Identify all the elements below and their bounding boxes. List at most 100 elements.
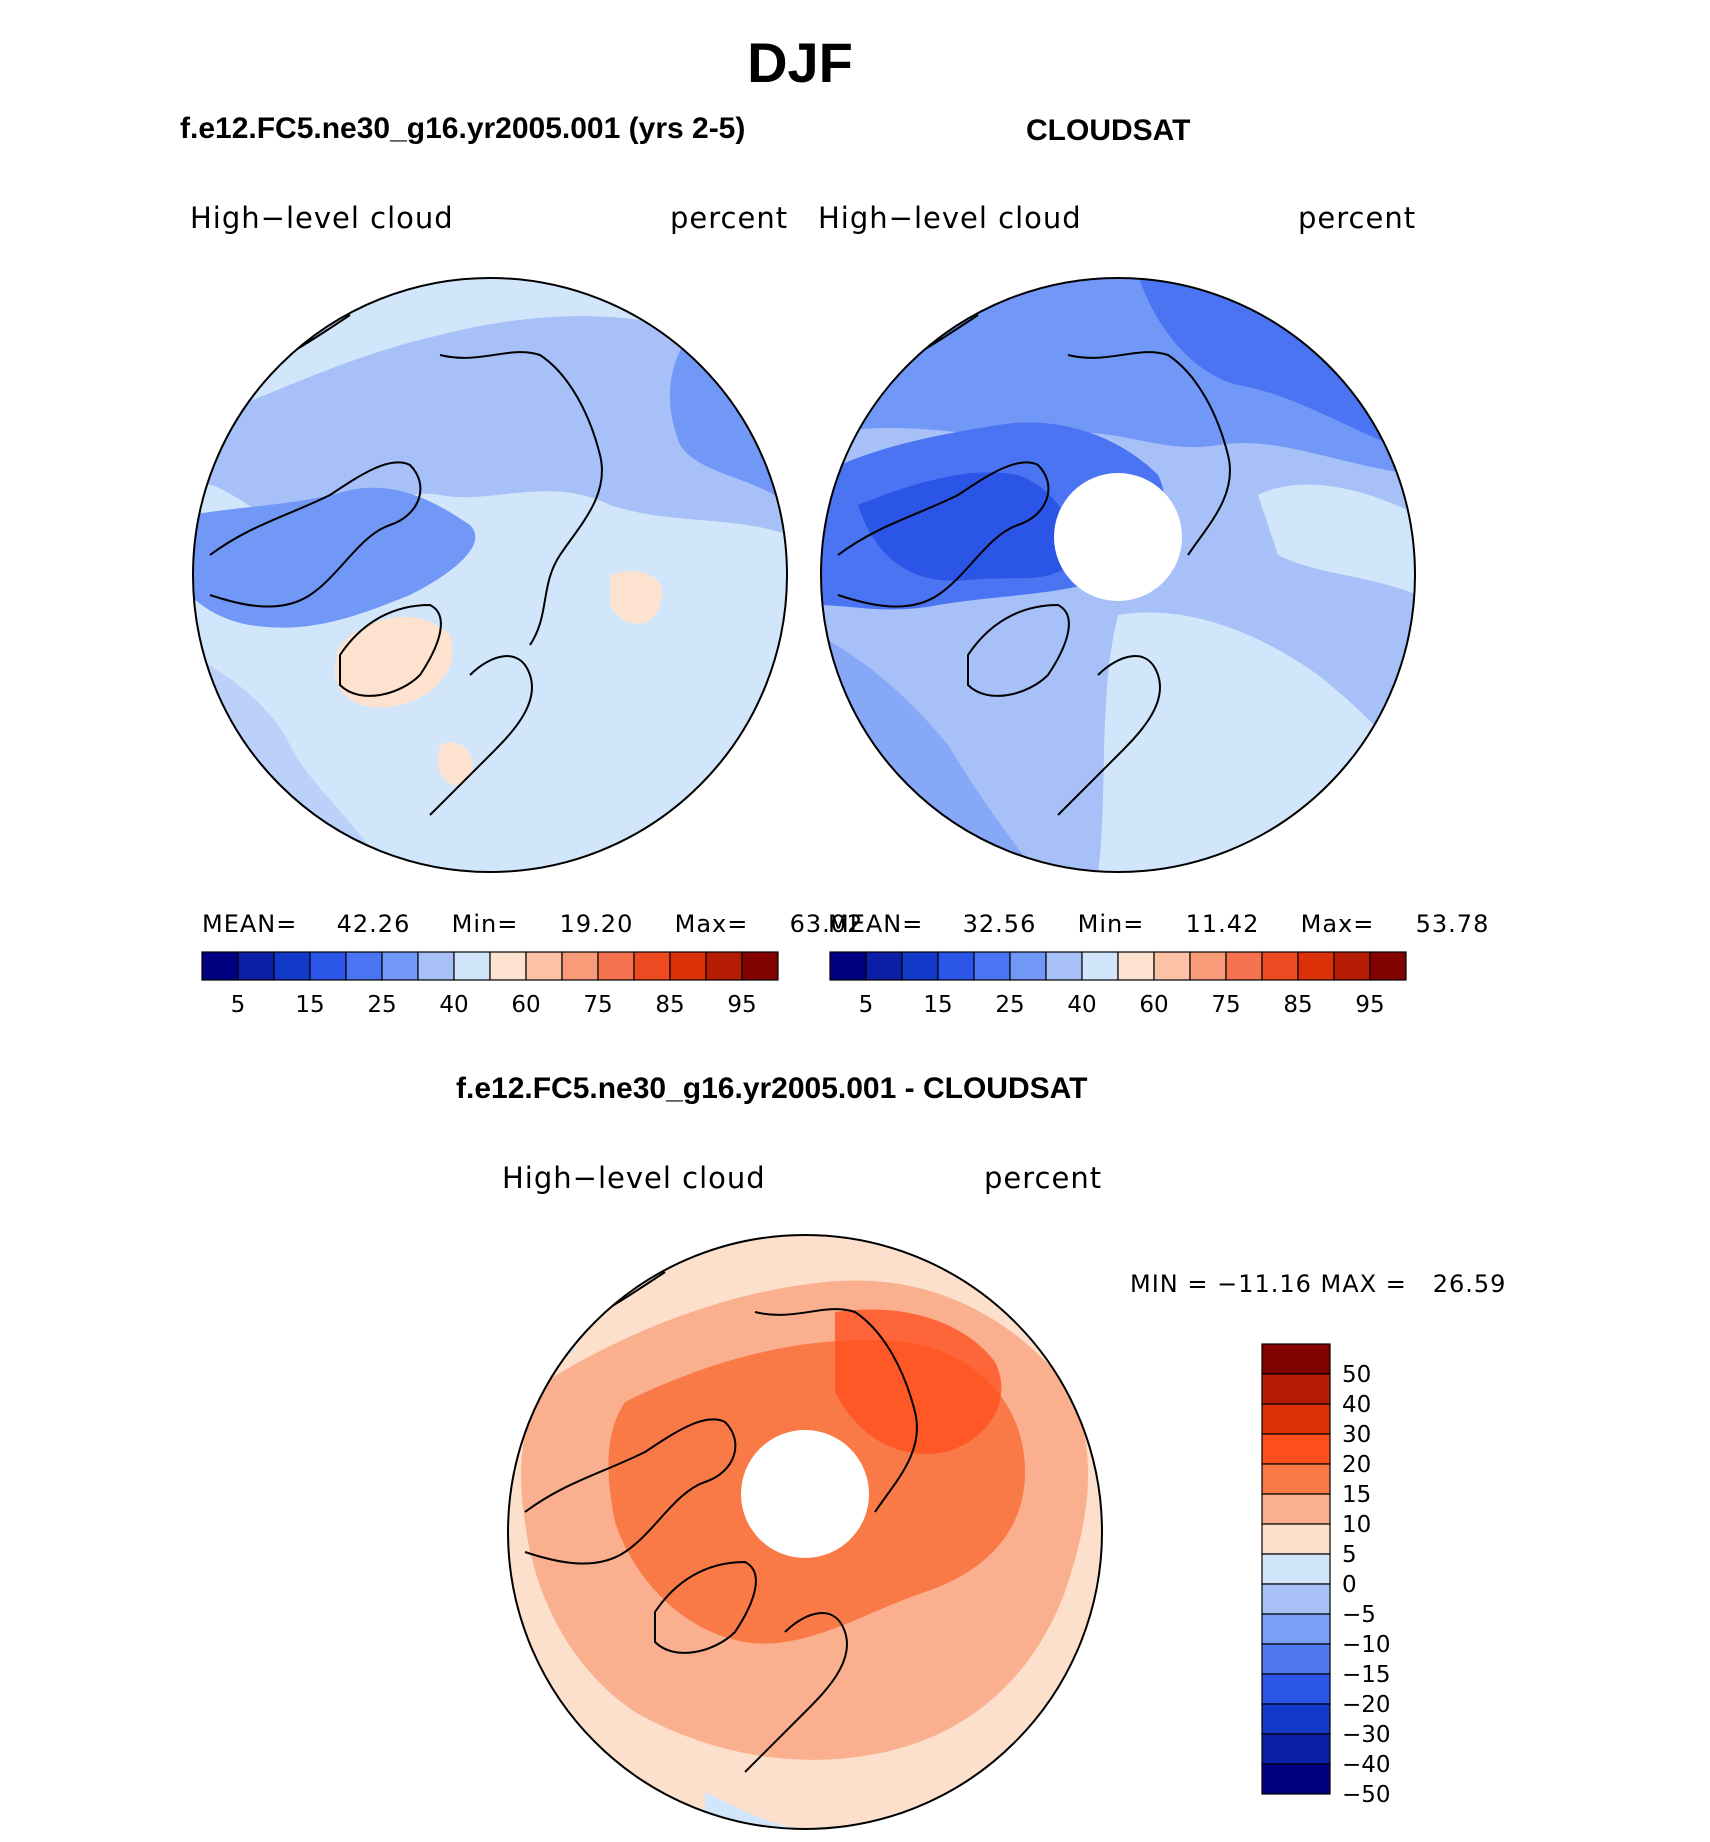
panel1-colorbar-swatch bbox=[309, 951, 347, 981]
panel1-colorbar-tick-label: 25 bbox=[367, 992, 396, 1018]
panel3-colorbar-tick-label: 15 bbox=[1342, 1482, 1371, 1508]
panel3-coast-scandinavia bbox=[744, 1612, 848, 1773]
panel1-colorbar-swatch bbox=[633, 951, 671, 981]
panel3-colorbar-swatch bbox=[1261, 1733, 1331, 1765]
panel2-coast-siberia bbox=[1067, 351, 1231, 556]
panel1-contour-f bbox=[334, 616, 453, 708]
panel2-colorbar-swatch bbox=[1225, 951, 1263, 981]
panel1-colorbar-tick-label: 5 bbox=[231, 992, 246, 1018]
panel3-colorbar-tick-label: −15 bbox=[1342, 1662, 1391, 1688]
panel1-colorbar-tick-label: 60 bbox=[511, 992, 540, 1018]
panel2-colorbar-swatch bbox=[1189, 951, 1227, 981]
panel2-title: CLOUDSAT bbox=[1026, 114, 1191, 147]
panel1-colorbar-swatch bbox=[381, 951, 419, 981]
panel1-variable: High−level cloud bbox=[190, 201, 454, 235]
panel3-colorbar-tick-label: −20 bbox=[1342, 1692, 1391, 1718]
panel1-colorbar-swatch bbox=[453, 951, 491, 981]
panel3-colorbar-swatch bbox=[1261, 1523, 1331, 1555]
panel3-colorbar-swatch bbox=[1261, 1643, 1331, 1675]
panel3-colorbar-swatch bbox=[1261, 1493, 1331, 1525]
panel2-colorbar-swatch bbox=[1009, 951, 1047, 981]
panel1-colorbar-swatch bbox=[237, 951, 275, 981]
panel3-colorbar-tick-label: −5 bbox=[1342, 1602, 1376, 1628]
panel3-colorbar-tick-label: −50 bbox=[1342, 1782, 1391, 1808]
panel2-colorbar-swatch bbox=[1117, 951, 1155, 981]
panel3-colorbar-tick-label: 30 bbox=[1342, 1422, 1371, 1448]
panel1-colorbar-swatch bbox=[273, 951, 311, 981]
panel1-colorbar-swatch bbox=[345, 951, 383, 981]
panel3-colorbar-tick-label: −40 bbox=[1342, 1752, 1391, 1778]
panel2-colorbar-tick-label: 25 bbox=[995, 992, 1024, 1018]
panel2-colorbar-swatch bbox=[1261, 951, 1299, 981]
panel2-polar-hole bbox=[1054, 473, 1182, 601]
panel1-colorbar-swatch bbox=[597, 951, 635, 981]
panel3-colorbar-tick-label: 50 bbox=[1342, 1362, 1371, 1388]
panel1-colorbar-tick-label: 15 bbox=[295, 992, 324, 1018]
panel3-map bbox=[507, 1234, 1103, 1830]
panel2-stats: MEAN= 32.56 Min= 11.42 Max= 53.78 bbox=[828, 910, 1489, 938]
panel1-contour-a bbox=[193, 316, 787, 535]
panel2-units: percent bbox=[1298, 201, 1417, 235]
panel3-colorbar-swatch bbox=[1261, 1463, 1331, 1495]
panel1-contour-e bbox=[610, 571, 662, 624]
panel2-max-label: Max= bbox=[1300, 910, 1375, 938]
panel1-min-value: 19.20 bbox=[559, 910, 634, 938]
panel3-colorbar-tick-label: 40 bbox=[1342, 1392, 1371, 1418]
panel3-colorbar-tick-label: 5 bbox=[1342, 1542, 1357, 1568]
panel1-colorbar-swatch bbox=[417, 951, 455, 981]
panel2-contour-e bbox=[858, 472, 1071, 581]
panel2-colorbar-tick-label: 40 bbox=[1067, 992, 1096, 1018]
panel3-colorbar-swatch bbox=[1261, 1613, 1331, 1645]
panel3-colorbar-tick-label: 10 bbox=[1342, 1512, 1371, 1538]
panel2-colorbar-tick-label: 95 bbox=[1355, 992, 1384, 1018]
panel2-coast-greenland bbox=[967, 603, 1070, 697]
panel3-colorbar-tick-label: −10 bbox=[1342, 1632, 1391, 1658]
figure-title: DJF bbox=[747, 31, 853, 94]
panel3-variable: High−level cloud bbox=[502, 1161, 766, 1195]
panel1-max-value: 63.02 bbox=[789, 910, 864, 938]
panel2-colorbar-swatch bbox=[1369, 951, 1407, 981]
panel3-colorbar-swatch bbox=[1261, 1673, 1331, 1705]
panel1-contour-b bbox=[193, 487, 476, 628]
panel2-coast-scandinavia bbox=[1057, 655, 1161, 816]
panel2-colorbar-tick-label: 60 bbox=[1139, 992, 1168, 1018]
panel2-colorbar: 5 15 25 40 60 75 85 95 bbox=[829, 951, 1407, 1018]
panel1-colorbar-swatch bbox=[489, 951, 527, 981]
panel2-variable: High−level cloud bbox=[818, 201, 1082, 235]
panel2-colorbar-swatch bbox=[1297, 951, 1335, 981]
panel2-mean-value: 32.56 bbox=[962, 910, 1037, 938]
panel3-units: percent bbox=[984, 1161, 1103, 1195]
panel1-coast-siberia bbox=[439, 351, 603, 646]
panel1-contour-g bbox=[437, 742, 473, 785]
panel2-map bbox=[820, 277, 1416, 873]
panel1-stats: MEAN= 42.26 Min= 19.20 Max= 63.02 bbox=[202, 910, 863, 938]
panel1-colorbar-tick-label: 85 bbox=[655, 992, 684, 1018]
panel2-colorbar-swatch bbox=[973, 951, 1011, 981]
panel3-coast-siberia bbox=[754, 1308, 918, 1513]
panel3-colorbar-swatch bbox=[1261, 1703, 1331, 1735]
panel1-colorbar: 5 15 25 40 60 75 85 95 bbox=[201, 951, 779, 1018]
panel2-colorbar-tick-label: 5 bbox=[859, 992, 874, 1018]
panel1-colorbar-swatch bbox=[201, 951, 239, 981]
panel3-colorbar-tick-label: 20 bbox=[1342, 1452, 1371, 1478]
panel1-mean-label: MEAN= bbox=[202, 910, 298, 938]
panel1-colorbar-swatch bbox=[669, 951, 707, 981]
panel3-colorbar-swatch bbox=[1261, 1373, 1331, 1405]
panel2-mean-label: MEAN= bbox=[828, 910, 924, 938]
panel1-colorbar-tick-label: 40 bbox=[439, 992, 468, 1018]
panel2-colorbar-tick-label: 75 bbox=[1211, 992, 1240, 1018]
panel2-contour-g bbox=[1258, 484, 1415, 595]
panel1-units: percent bbox=[670, 201, 789, 235]
panel3-stats: MIN = −11.16 MAX = 26.59 bbox=[1130, 1270, 1507, 1298]
panel3-coast-canada bbox=[524, 1418, 737, 1565]
panel1-coast-greenland bbox=[339, 603, 442, 697]
panel1-colorbar-tick-label: 75 bbox=[583, 992, 612, 1018]
panel1-coast-scandinavia bbox=[429, 655, 533, 816]
panel3-colorbar-tick-label: 0 bbox=[1342, 1572, 1357, 1598]
panel1-mean-value: 42.26 bbox=[336, 910, 411, 938]
panel2-colorbar-swatch bbox=[829, 951, 867, 981]
panel3-colorbar-swatch bbox=[1261, 1343, 1331, 1375]
panel3-colorbar-swatch bbox=[1261, 1403, 1331, 1435]
panel2-colorbar-swatch bbox=[901, 951, 939, 981]
